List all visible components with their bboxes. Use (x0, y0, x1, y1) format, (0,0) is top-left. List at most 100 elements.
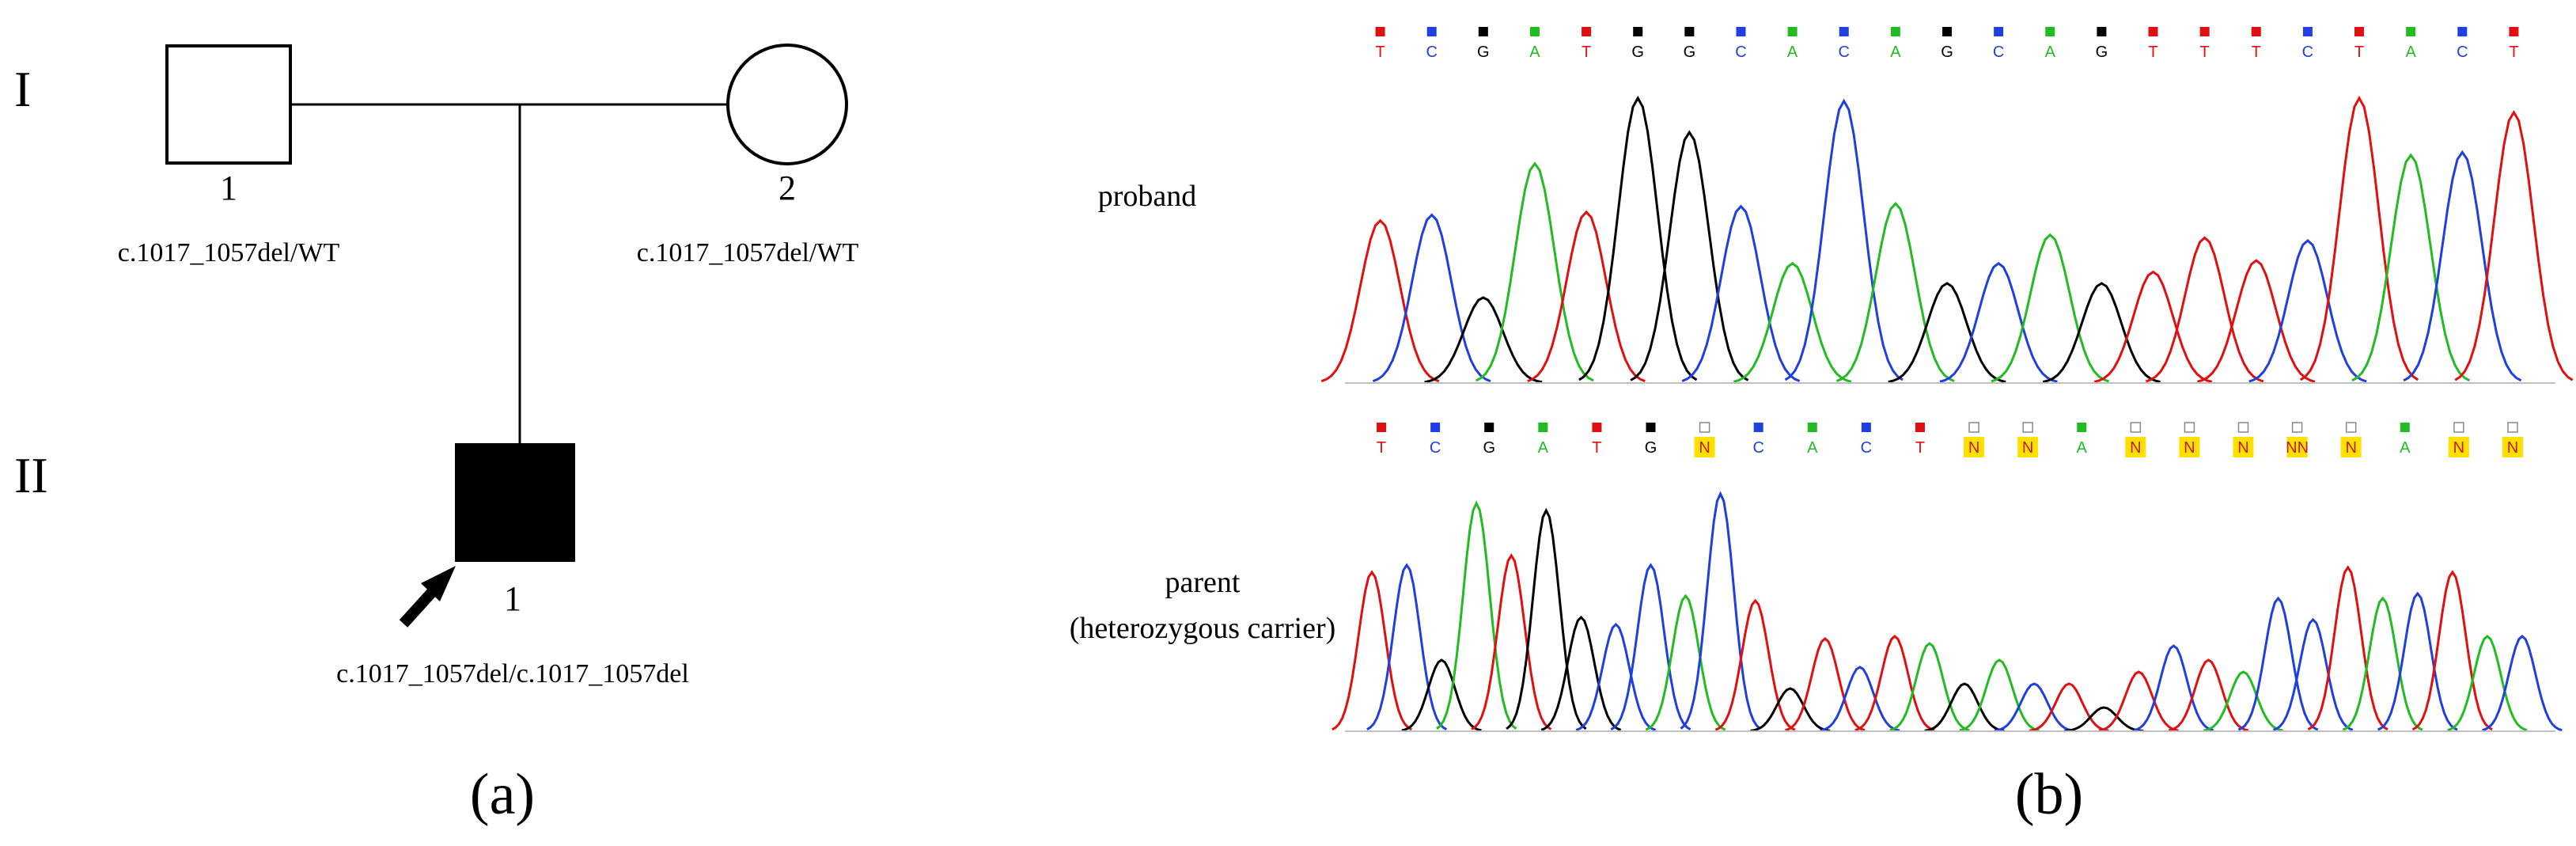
trace-peak-A (1476, 161, 1594, 382)
base-call-tick (2199, 27, 2210, 36)
track-label-parent: parent (1165, 566, 1241, 599)
trace-peak-T (1471, 553, 1552, 730)
base-call-tick (2400, 423, 2410, 432)
trace-peak-A (1733, 261, 1852, 383)
base-call-letter: G (1645, 439, 1657, 457)
trace-peak-T (2093, 270, 2213, 383)
ambiguous-call-highlight (2448, 437, 2469, 457)
base-call-letter: G (1941, 44, 1953, 61)
trace-peak-C (1575, 622, 1657, 731)
chromatogram-panel: proband parent (heterozygous carrier) T C… (1070, 27, 2574, 827)
trace-peak-A (1889, 642, 1970, 732)
base-call-tick (1484, 423, 1494, 432)
trace-peak-C (1610, 563, 1691, 730)
base-call-letter: T (2252, 44, 2261, 61)
trace-peak-T (2145, 236, 2264, 383)
mother-symbol (726, 44, 848, 165)
base-call-tick (1787, 27, 1798, 36)
trace-peak-C (1680, 491, 1761, 730)
trace-peak-G (1750, 687, 1831, 732)
base-call-tick (1426, 27, 1437, 36)
proband-arrow-icon (399, 566, 456, 628)
base-call-letter: G (1631, 44, 1644, 61)
ambiguous-call-highlight (1964, 437, 1985, 457)
trace-peak-A (1959, 658, 2040, 732)
trace-peak-C (1681, 204, 1801, 382)
base-call-letter: T (2354, 44, 2364, 61)
base-call-tick (2291, 422, 2303, 433)
trace-peak-C (1366, 563, 1448, 730)
trace-peak-A (1436, 500, 1517, 730)
father-genotype: c.1017_1057del/WT (118, 238, 340, 267)
track-label-parent-subtitle: (heterozygous carrier) (1070, 612, 1336, 645)
traces-proband (1320, 95, 2574, 384)
base-call-letter: A (1807, 439, 1818, 457)
base-call-tick (2097, 27, 2107, 36)
base-call-letter: C (2302, 44, 2313, 61)
trace-peak-C (1820, 666, 1900, 732)
base-call-tick (2354, 27, 2365, 36)
trace-peak-A (1836, 201, 1955, 382)
base-call-tick (1430, 423, 1441, 432)
base-call-letter: N (2507, 439, 2518, 457)
base-call-letter: T (2148, 44, 2157, 61)
chromatogram-parent: T C G A T G N C A C T N N A N N N NN N A N N (1332, 422, 2563, 733)
base-call-tick (2457, 27, 2468, 36)
panel-a-label: (a) (470, 762, 535, 827)
trace-peak-C (2237, 596, 2319, 731)
trace-peak-C (1784, 98, 1904, 381)
base-call-letter: G (1684, 44, 1696, 61)
trace-peak-T (2098, 670, 2179, 732)
father-symbol (165, 44, 292, 165)
base-call-letter: N (2022, 439, 2033, 457)
trace-peak-T (2454, 110, 2574, 381)
base-call-tick (2509, 27, 2519, 36)
trace-peak-G (2042, 282, 2161, 384)
base-call-tick (1736, 27, 1746, 36)
trace-peak-G (1888, 282, 2006, 384)
base-call-tick (2507, 422, 2518, 433)
trace-peak-T (2197, 259, 2316, 383)
trace-peak-G (1424, 296, 1543, 384)
generation-label-II: II (14, 447, 48, 503)
father-number: 1 (220, 169, 237, 207)
ambiguous-call-highlight (2179, 437, 2200, 457)
base-call-letter: A (1787, 44, 1798, 61)
base-call-letter: C (1993, 44, 2004, 61)
traces-parent (1332, 491, 2563, 733)
trace-peak-C (2248, 238, 2367, 383)
base-call-letter: N (1968, 439, 1979, 457)
mother-number: 2 (778, 169, 796, 207)
base-call-letter: A (2406, 44, 2417, 61)
base-call-tick (1633, 27, 1643, 36)
trace-peak-T (2299, 95, 2419, 381)
base-call-letter: C (1752, 439, 1763, 457)
trace-peak-C (2403, 150, 2522, 382)
ambiguous-call-highlight (2233, 437, 2254, 457)
trace-peak-T (2411, 570, 2493, 731)
base-call-letter: T (1582, 44, 1591, 61)
base-call-letter: N (2453, 439, 2464, 457)
base-call-tick (1478, 27, 1488, 36)
trace-peak-A (2351, 153, 2471, 382)
base-call-letter: C (2457, 44, 2468, 61)
base-call-letter: T (1592, 439, 1601, 457)
base-call-tick (1529, 27, 1540, 36)
trace-peak-A (2447, 635, 2528, 732)
base-call-tick (1968, 422, 1979, 433)
base-call-tick (2045, 27, 2055, 36)
base-call-tick (2184, 422, 2195, 433)
base-call-tick (2148, 27, 2158, 36)
trace-peak-C (1939, 261, 2058, 383)
proband-number: 1 (504, 579, 521, 618)
base-call-tick (2406, 27, 2416, 36)
base-call-letter: G (1477, 44, 1490, 61)
base-call-tick (2345, 422, 2357, 433)
proband-symbol (455, 443, 575, 562)
trace-peak-G (1540, 615, 1622, 731)
base-call-tick (1753, 423, 1763, 432)
base-call-tick (1377, 423, 1387, 432)
ambiguous-call-highlight (2286, 437, 2308, 457)
